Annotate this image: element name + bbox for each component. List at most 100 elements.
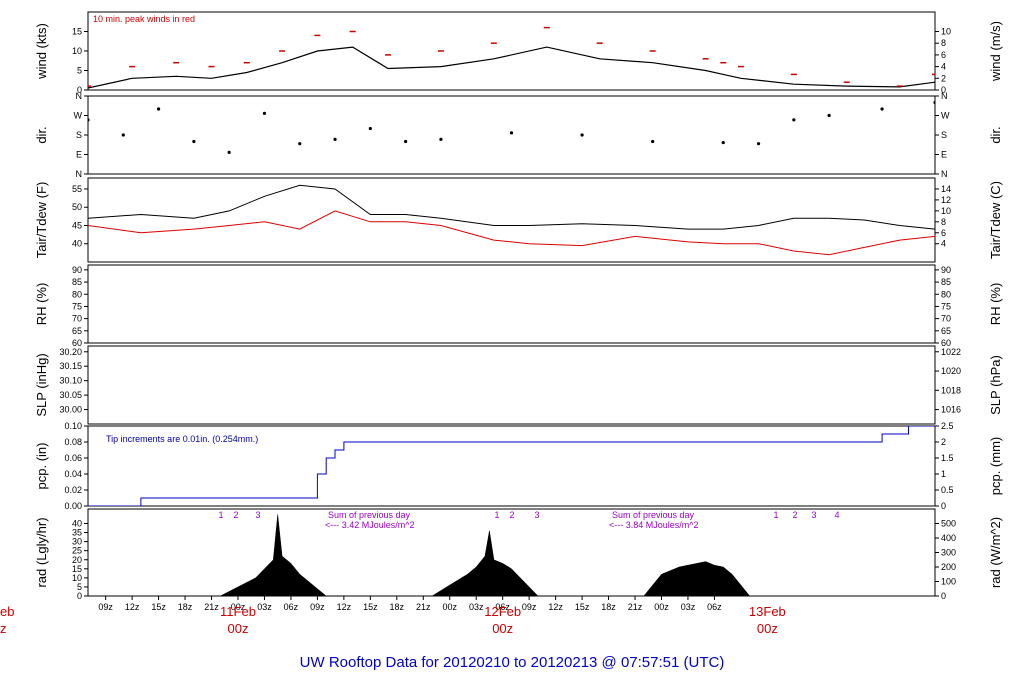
left-tick-label: 5 [77, 582, 82, 592]
hour-marker: 3 [255, 510, 260, 520]
direction-point [156, 107, 161, 111]
right-tick-label: 12 [941, 195, 951, 205]
x-tick-label: 21z [416, 602, 431, 612]
series-line [88, 46, 935, 89]
right-tick-label: N [941, 169, 948, 179]
right-tick-label: 90 [941, 265, 951, 275]
right-tick-label: 1020 [941, 366, 961, 376]
direction-point [509, 131, 514, 135]
left-tick-label: W [74, 111, 83, 121]
right-axis-title: rad (W/m^2) [988, 517, 1003, 588]
hour-marker: 4 [834, 510, 839, 520]
plot-area [88, 184, 935, 256]
right-tick-label: 8 [941, 217, 946, 227]
x-tick-label: 15z [363, 602, 378, 612]
time-axis: 09z 12z 15z 18z 21z 00z 03z 06z 09z 12z 15z 18z 21z 0… [0, 596, 786, 636]
x-tick-label: 18z [601, 602, 616, 612]
right-axis-title: pcp. (mm) [988, 437, 1003, 496]
direction-point [88, 118, 90, 122]
x-tick-label: 21z [628, 602, 643, 612]
left-axis-title: rad (Lgly/hr) [34, 517, 49, 587]
hour-marker: 3 [811, 510, 816, 520]
right-tick-label: 85 [941, 277, 951, 287]
left-tick-label: 75 [72, 301, 82, 311]
right-tick-label: 0.5 [941, 485, 954, 495]
left-axis-title: pcp. (in) [34, 443, 49, 490]
right-tick-label: 70 [941, 314, 951, 324]
panel-frame [87, 264, 936, 344]
direction-point [439, 137, 443, 141]
right-tick-label: 200 [941, 562, 956, 572]
day-label-hour: 00z [492, 621, 513, 636]
x-tick-label: 09z [310, 602, 325, 612]
panel-frame [87, 95, 936, 175]
panel-frame [87, 425, 936, 507]
left-tick-label: 0.06 [64, 453, 82, 463]
hour-marker: 2 [792, 510, 797, 520]
left-tick-label: 90 [72, 265, 82, 275]
right-tick-label: 10 [941, 206, 951, 216]
panel-pcp: 0.00 0.02 0.04 0.06 0.08 0.10 0 0.5 1 1.5 2 2.5 pcp.… [34, 421, 1003, 511]
radiation-sum-value: <--- 3.84 MJoules/m^2 [609, 520, 699, 530]
x-tick-label: 12z [125, 602, 140, 612]
direction-point [792, 118, 796, 122]
left-tick-label: 15 [72, 27, 82, 37]
right-tick-label: 1018 [941, 385, 961, 395]
left-tick-label: 45 [72, 220, 82, 230]
left-tick-label: 60 [72, 338, 82, 348]
right-tick-label: 1016 [941, 405, 961, 415]
hour-marker: 1 [218, 510, 223, 520]
x-tick-label: 09z [522, 602, 537, 612]
radiation-area [220, 514, 327, 596]
left-tick-label: 30.15 [59, 361, 82, 371]
direction-point [368, 126, 372, 131]
left-cut-date: eb [0, 604, 14, 619]
right-tick-label: 1 [941, 469, 946, 479]
x-tick-label: 06z [495, 602, 510, 612]
radiation-area [643, 561, 751, 596]
right-tick-label: 0 [941, 501, 946, 511]
x-tick-label: 12z [548, 602, 563, 612]
direction-point [227, 150, 231, 154]
x-tick-label: 18z [178, 602, 193, 612]
left-tick-label: 85 [72, 277, 82, 287]
direction-point [933, 100, 935, 105]
x-tick-label: 06z [284, 602, 299, 612]
left-cut-hour: z [0, 621, 7, 636]
left-tick-label: 0.10 [64, 421, 82, 431]
x-tick-label: 00z [231, 602, 246, 612]
right-tick-label: 14 [941, 184, 951, 194]
right-tick-label: 6 [941, 50, 946, 60]
chart-title: UW Rooftop Data for 20120210 to 20120213… [300, 654, 725, 671]
x-tick-label: 00z [442, 602, 457, 612]
direction-point [404, 139, 408, 144]
day-label-date: 12Feb [484, 604, 521, 619]
left-tick-label: 80 [72, 289, 82, 299]
left-tick-label: N [76, 91, 83, 101]
radiation-sum-value: <--- 3.42 MJoules/m^2 [325, 520, 415, 530]
right-axis-title: dir. [988, 126, 1003, 143]
right-tick-label: 100 [941, 577, 956, 587]
right-tick-label: 4 [941, 62, 946, 72]
left-tick-label: 25 [72, 546, 82, 556]
left-tick-label: S [76, 130, 82, 140]
left-tick-label: 40 [72, 239, 82, 249]
right-tick-label: 60 [941, 338, 951, 348]
left-tick-label: 0.08 [64, 437, 82, 447]
left-tick-label: 0 [77, 591, 82, 601]
left-tick-label: 0 [77, 85, 82, 95]
right-axis-title: Tair/Tdew (C) [988, 181, 1003, 259]
left-tick-label: 20 [72, 555, 82, 565]
plot-area [88, 26, 935, 89]
x-tick-label: 09z [98, 602, 113, 612]
direction-point [262, 111, 267, 115]
right-tick-label: 8 [941, 38, 946, 48]
day-label-date: 11Feb [220, 604, 256, 619]
series-line [88, 426, 935, 506]
left-tick-label: E [76, 150, 82, 160]
left-tick-label: 30.10 [59, 376, 82, 386]
left-tick-label: 0.00 [64, 501, 82, 511]
